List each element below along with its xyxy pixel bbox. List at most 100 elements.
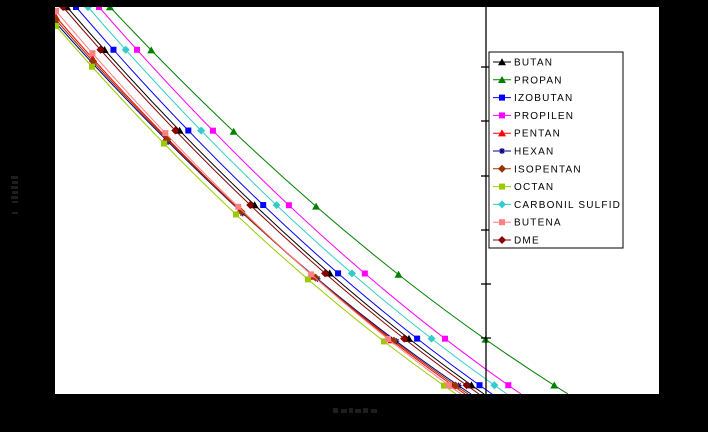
series-marker-dme — [96, 45, 105, 54]
y-axis-title-illegible — [12, 201, 18, 203]
series-marker-butena — [55, 8, 59, 14]
series-marker-carbonil-sulfid — [197, 126, 206, 135]
series-marker-propilen — [505, 382, 512, 389]
series-marker-dme — [171, 126, 180, 135]
series-marker-carbonil-sulfid — [272, 201, 281, 210]
series-marker-izobutan — [260, 202, 267, 209]
series-marker-octan — [55, 23, 59, 29]
series-marker-carbonil-sulfid — [84, 7, 92, 11]
y-axis-title-illegible — [12, 212, 18, 214]
series-marker-carbonil-sulfid — [490, 381, 499, 390]
series-marker-butan — [467, 381, 476, 389]
legend-label: DME — [514, 236, 540, 247]
series-line-propilen[interactable] — [98, 7, 522, 394]
legend-item-dme[interactable]: DME — [493, 236, 540, 247]
series-marker-isopentan — [451, 381, 460, 390]
legend-item-butan[interactable]: BUTAN — [493, 58, 553, 69]
legend-label: BUTAN — [514, 58, 553, 69]
legend-marker-icon — [499, 148, 505, 154]
series-marker-butena — [385, 336, 392, 343]
legend-label: CARBONIL SULFID — [514, 200, 621, 211]
legend-marker-icon — [499, 94, 505, 101]
series-marker-butan — [404, 334, 413, 342]
legend-marker-icon — [499, 112, 505, 119]
y-axis-title-illegible — [11, 176, 18, 179]
series-marker-octan — [441, 382, 447, 389]
legend-label: IZOBUTAN — [514, 93, 573, 104]
series-marker-butena — [89, 50, 96, 57]
series-marker-dme — [400, 334, 409, 343]
series-marker-octan — [161, 140, 167, 147]
legend-item-hexan[interactable]: HEXAN — [493, 147, 554, 158]
legend-label: OCTAN — [514, 182, 554, 193]
legend-item-propilen[interactable]: PROPILEN — [493, 111, 574, 122]
series-group — [55, 7, 569, 394]
x-axis-title-illegible — [355, 409, 361, 413]
series-marker-propilen — [96, 7, 102, 10]
series-marker-propan — [147, 46, 156, 54]
x-axis-title-illegible — [371, 409, 377, 413]
legend-label: PENTAN — [514, 129, 561, 140]
series-marker-butena — [162, 130, 169, 137]
series-line-dme[interactable] — [62, 7, 480, 394]
series-line-propan[interactable] — [109, 7, 569, 394]
series-marker-octan — [89, 63, 95, 70]
series-marker-izobutan — [185, 127, 192, 134]
series-marker-izobutan — [73, 7, 79, 10]
series-marker-propan — [550, 381, 559, 389]
legend-item-carbonil-sulfid[interactable]: CARBONIL SULFID — [493, 200, 621, 211]
y-axis-title-illegible — [12, 191, 18, 194]
legend-item-pentan[interactable]: PENTAN — [493, 129, 561, 140]
legend-marker-icon — [498, 236, 506, 244]
x-axis-title-illegible — [363, 408, 368, 413]
legend-marker-icon — [499, 219, 505, 226]
series-line-butan[interactable] — [66, 7, 485, 394]
series-marker-propan — [312, 202, 321, 210]
series-marker-dme — [59, 7, 67, 11]
series-marker-octan — [233, 211, 239, 218]
legend-label: BUTENA — [514, 218, 562, 229]
series-marker-carbonil-sulfid — [427, 334, 436, 343]
legend-item-octan[interactable]: OCTAN — [493, 182, 554, 193]
series-marker-butena — [445, 382, 452, 389]
series-marker-izobutan — [335, 270, 342, 277]
series-marker-isopentan — [55, 16, 60, 24]
series-marker-propan — [394, 270, 403, 278]
series-marker-octan — [305, 276, 311, 283]
legend-marker-icon — [499, 183, 505, 190]
series-line-carbonil-sulfid[interactable] — [87, 7, 508, 394]
series-marker-propan — [229, 127, 238, 135]
series-line-octan[interactable] — [55, 25, 457, 394]
legend-item-isopentan[interactable]: ISOPENTAN — [493, 164, 582, 175]
legend-marker-icon — [498, 129, 506, 137]
legend-marker-icon — [498, 200, 506, 209]
series-marker-izobutan — [414, 335, 421, 342]
legend-marker-icon — [498, 164, 506, 173]
series-marker-izobutan — [476, 382, 483, 389]
legend-item-propan[interactable]: PROPAN — [493, 75, 563, 86]
series-marker-izobutan — [110, 46, 117, 53]
x-axis-title-illegible — [349, 408, 353, 413]
legend-item-butena[interactable]: BUTENA — [493, 218, 562, 229]
series-marker-carbonil-sulfid — [347, 269, 356, 278]
legend-label: HEXAN — [514, 147, 554, 158]
series-line-izobutan[interactable] — [75, 7, 493, 394]
series-line-butena[interactable] — [55, 10, 462, 394]
series-marker-butena — [235, 203, 242, 210]
series-marker-propilen — [361, 270, 368, 277]
legend-label: PROPILEN — [514, 111, 574, 122]
y-axis-title-illegible — [11, 196, 18, 199]
series-line-isopentan[interactable] — [55, 19, 469, 394]
legend-box[interactable] — [488, 51, 624, 249]
legend-item-izobutan[interactable]: IZOBUTAN — [493, 93, 573, 104]
series-marker-dme — [321, 269, 330, 278]
series-marker-butena — [308, 271, 315, 278]
legend-label: ISOPENTAN — [514, 164, 582, 175]
legend-marker-icon — [498, 58, 506, 66]
series-marker-isopentan — [89, 57, 98, 66]
x-axis-title-illegible — [341, 409, 347, 413]
series-marker-butan — [325, 269, 334, 277]
y-axis-title-illegible — [11, 186, 18, 189]
